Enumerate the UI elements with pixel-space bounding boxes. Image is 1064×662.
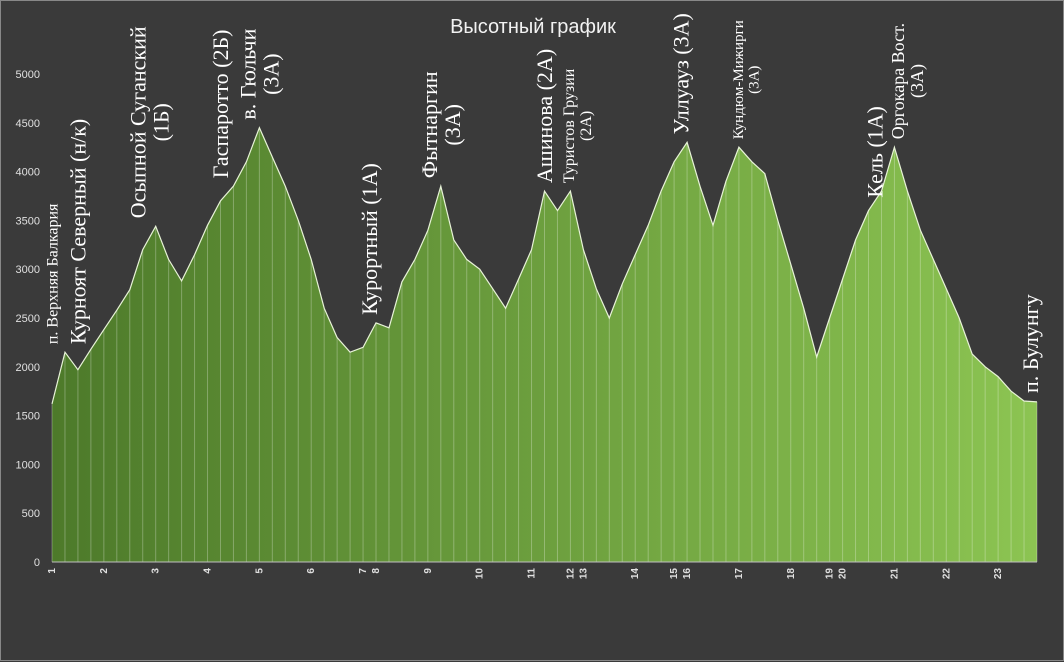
peak-label: (3А) — [259, 53, 284, 95]
x-tick-label: 9 — [423, 568, 434, 574]
y-tick-label: 5000 — [16, 69, 40, 81]
x-tick-label: 2 — [99, 568, 110, 574]
x-tick-label: 11 — [527, 568, 538, 579]
peak-label: (1Б) — [148, 103, 173, 141]
y-tick-label: 3000 — [16, 264, 40, 276]
peak-label: Курортный (1А) — [357, 163, 382, 315]
y-tick-label: 1000 — [16, 459, 40, 471]
peak-label: Туристов Грузии — [561, 68, 578, 183]
y-tick-label: 3500 — [16, 215, 40, 227]
x-axis: 1 2 3 4 5 6 7 8 9 10 11 12 13 14 15 16 17 18 19 20 21 22 23 — [47, 568, 1004, 580]
peak-label: (3А) — [907, 64, 928, 98]
peak-label: Кель (1А) — [863, 106, 888, 198]
x-tick-label: 22 — [941, 568, 952, 580]
x-tick-label: 7 — [358, 568, 369, 574]
x-tick-label: 6 — [306, 568, 317, 574]
y-tick-label: 4500 — [16, 118, 40, 130]
peak-label: Оргокара Вост. — [888, 23, 908, 139]
peak-label: в. Гюльчи — [236, 28, 261, 119]
peak-label: Курноят Северный (н/к) — [66, 119, 91, 344]
x-tick-label: 18 — [786, 568, 797, 580]
peak-label: Осыпной Суганский — [125, 26, 150, 218]
x-tick-label: 15 — [669, 568, 680, 580]
y-tick-label: 500 — [22, 508, 40, 520]
elevation-line — [51, 126, 1038, 405]
peak-label: Фытнаргин — [417, 71, 442, 178]
x-tick-label: 8 — [371, 568, 382, 574]
x-tick-label: 19 — [825, 568, 836, 580]
peak-label: Ашинова (2А) — [532, 49, 557, 183]
peak-label: п. Верхняя Балкария — [45, 203, 62, 344]
peak-label: п. Булунгу — [1018, 294, 1043, 393]
x-tick-label: 5 — [254, 568, 265, 574]
area-layer — [51, 126, 1038, 563]
y-tick-label: 4000 — [16, 167, 40, 179]
x-tick-label: 3 — [151, 568, 162, 574]
elevation-area — [52, 127, 1037, 562]
y-tick-label: 1500 — [16, 411, 40, 423]
peak-label: (3А) — [440, 104, 465, 146]
x-tick-label: 13 — [578, 568, 589, 580]
x-tick-label: 17 — [734, 568, 745, 580]
x-tick-label: 16 — [682, 568, 693, 580]
x-tick-label: 4 — [203, 568, 214, 574]
y-tick-label: 2000 — [16, 362, 40, 374]
y-axis: 0 500 1000 1500 2000 2500 3000 3500 4000 4500 5000 — [16, 69, 40, 569]
peak-label: Кундюм-Мижирги — [731, 20, 747, 139]
x-tick-label: 10 — [475, 568, 486, 580]
y-tick-label: 2500 — [16, 313, 40, 325]
chart-title: Высотный график — [450, 16, 616, 38]
peak-label: Гаспаротто (2Б) — [208, 30, 233, 179]
peak-label: (3А) — [747, 66, 763, 94]
peak-label: (2А) — [578, 111, 595, 141]
peak-annotations: п. Верхняя Балкария Курноят Северный (н/к… — [45, 13, 1044, 393]
x-tick-label: 14 — [630, 568, 641, 580]
y-tick-label: 0 — [34, 557, 40, 569]
x-tick-label: 1 — [47, 568, 58, 574]
x-tick-label: 20 — [838, 568, 849, 580]
x-tick-label: 21 — [889, 568, 900, 580]
x-tick-label: 23 — [993, 568, 1004, 580]
peak-label: Уллуауз (3А) — [668, 13, 693, 134]
x-tick-label: 12 — [565, 568, 576, 580]
